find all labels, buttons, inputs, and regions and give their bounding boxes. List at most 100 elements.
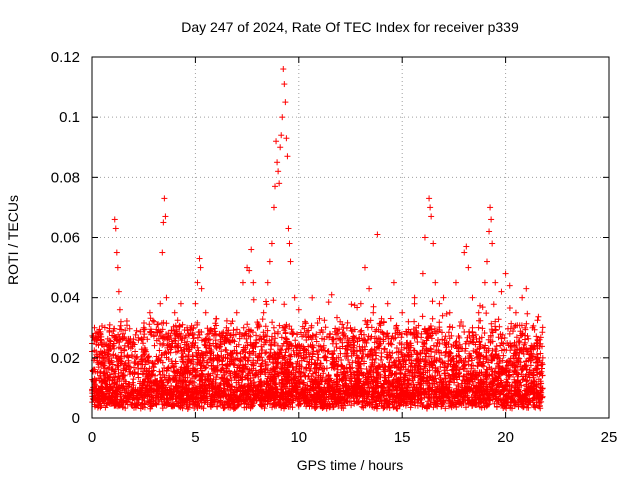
data-point [284,153,291,160]
data-point [260,309,267,316]
data-point [140,324,147,331]
data-point [113,249,120,256]
data-point [198,285,205,292]
data-point [489,240,496,247]
data-point [286,240,293,247]
data-point [390,279,397,286]
y-tick-label: 0 [72,410,80,427]
data-point [287,258,294,265]
data-point [246,267,253,274]
data-point [281,81,288,88]
data-point [254,324,261,331]
data-point [366,285,373,292]
chart-title: Day 247 of 2024, Rate Of TEC Index for r… [181,19,519,35]
data-point [465,264,472,271]
data-point [461,249,468,256]
data-point [361,264,368,271]
data-point [519,294,526,301]
data-point [160,219,167,226]
data-point [177,300,184,307]
data-point [278,132,285,139]
data-point [533,339,540,346]
data-point [275,168,282,175]
data-point [436,300,443,307]
data-point [99,360,106,367]
data-point [291,294,298,301]
data-point [213,315,220,322]
data-point [308,324,315,331]
data-point [276,180,283,187]
data-point [539,354,546,361]
data-point [244,264,251,271]
data-point [421,234,428,241]
data-point [114,264,121,271]
data-point [357,300,364,307]
data-point [378,315,385,322]
data-point [184,324,191,331]
data-point [399,309,406,316]
data-point [427,204,434,211]
data-point [486,228,493,235]
data-point [266,258,273,265]
data-point [446,309,453,316]
tick-labels: 0 5 10 15 20 25 0 0.02 0.04 0.06 0.08 0.1 0.12 [51,49,618,446]
data-point [159,249,166,256]
data-point [277,144,284,151]
data-point [512,309,519,316]
data-point [487,204,494,211]
data-point [192,300,199,307]
data-point [374,231,381,238]
data-point [250,279,257,286]
x-tick-label: 15 [394,429,411,446]
data-point [498,288,505,295]
data-point [384,300,391,307]
data-point [111,216,118,223]
data-point [370,309,377,316]
data-point [146,309,153,316]
data-point [161,195,168,202]
data-point [529,324,536,331]
data-point [488,216,495,223]
y-tick-label: 0.12 [51,49,80,66]
data-point [274,159,281,166]
data-point [523,285,530,292]
data-point [171,309,178,316]
data-point [268,240,275,247]
data-point [419,270,426,277]
x-tick-label: 5 [191,429,199,446]
data-point [115,288,122,295]
data-point [93,348,100,355]
data-point [440,294,447,301]
data-point [130,339,137,346]
x-tick-label: 25 [601,429,618,446]
data-point [202,309,209,316]
data-point [248,246,255,253]
y-axis-label: ROTI / TECUs [5,195,21,285]
data-point [273,138,280,145]
data-point [295,306,302,313]
data-point [264,279,271,286]
data-point [233,309,240,316]
y-tick-label: 0.08 [51,169,80,186]
x-tick-label: 20 [497,429,514,446]
data-point [452,279,459,286]
data-point [279,114,286,121]
data-point [117,318,124,325]
data-point [270,204,277,211]
data-point [95,333,102,340]
data-point [475,309,482,316]
data-point [194,279,201,286]
data-point [469,294,476,301]
data-point [157,300,164,307]
data-point [492,279,499,286]
data-point [405,318,412,325]
y-tick-label: 0.06 [51,230,80,247]
data-point [302,318,309,325]
data-point [283,135,290,142]
data-point [428,213,435,220]
data-point [282,99,289,106]
data-point [285,225,292,232]
y-tick-label: 0.1 [59,109,80,126]
data-point [120,330,127,337]
